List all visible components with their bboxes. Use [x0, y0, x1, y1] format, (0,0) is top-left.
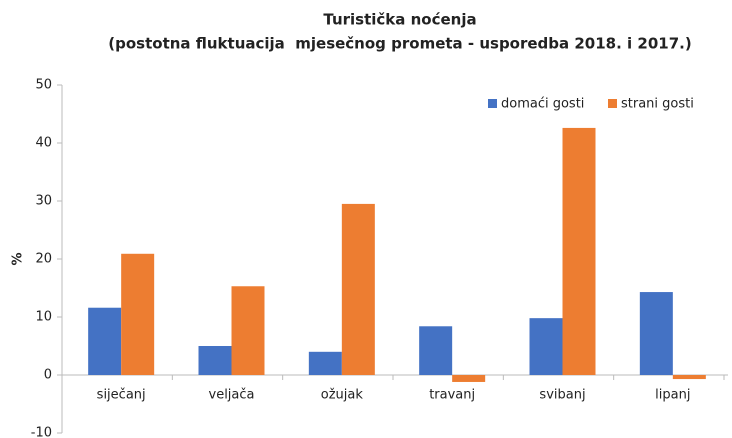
legend-label: strani gosti	[621, 97, 694, 112]
bar	[198, 346, 232, 375]
bar	[672, 375, 706, 380]
y-tick-label: 10	[35, 310, 52, 325]
bar	[529, 318, 563, 375]
x-tick-label: lipanj	[655, 388, 690, 403]
bar	[231, 286, 265, 375]
x-tick-label: ožujak	[321, 388, 364, 403]
y-tick-label: 50	[35, 78, 52, 93]
x-tick-label: siječanj	[97, 388, 146, 403]
bar	[341, 203, 375, 375]
bar	[121, 253, 155, 375]
bar	[308, 351, 342, 375]
chart-title: Turistička noćenja	[323, 11, 476, 29]
y-tick-label: 30	[35, 194, 52, 209]
legend-label: domaći gosti	[501, 97, 584, 112]
y-tick-label: 0	[44, 368, 52, 383]
y-tick-label: -10	[31, 426, 52, 438]
bar	[639, 292, 673, 375]
x-tick-label: svibanj	[539, 388, 585, 403]
bar	[562, 127, 596, 375]
y-axis-label: %	[11, 252, 26, 265]
x-tick-label: travanj	[429, 388, 475, 403]
bar	[88, 307, 122, 375]
y-tick-label: 40	[35, 136, 52, 151]
chart-subtitle: (postotna fluktuacija mjesečnog prometa …	[108, 35, 691, 53]
legend-swatch	[608, 99, 617, 108]
bar	[452, 375, 486, 382]
legend-swatch	[488, 99, 497, 108]
x-tick-label: veljača	[209, 388, 255, 403]
bar	[419, 326, 453, 375]
y-tick-label: 20	[35, 252, 52, 267]
